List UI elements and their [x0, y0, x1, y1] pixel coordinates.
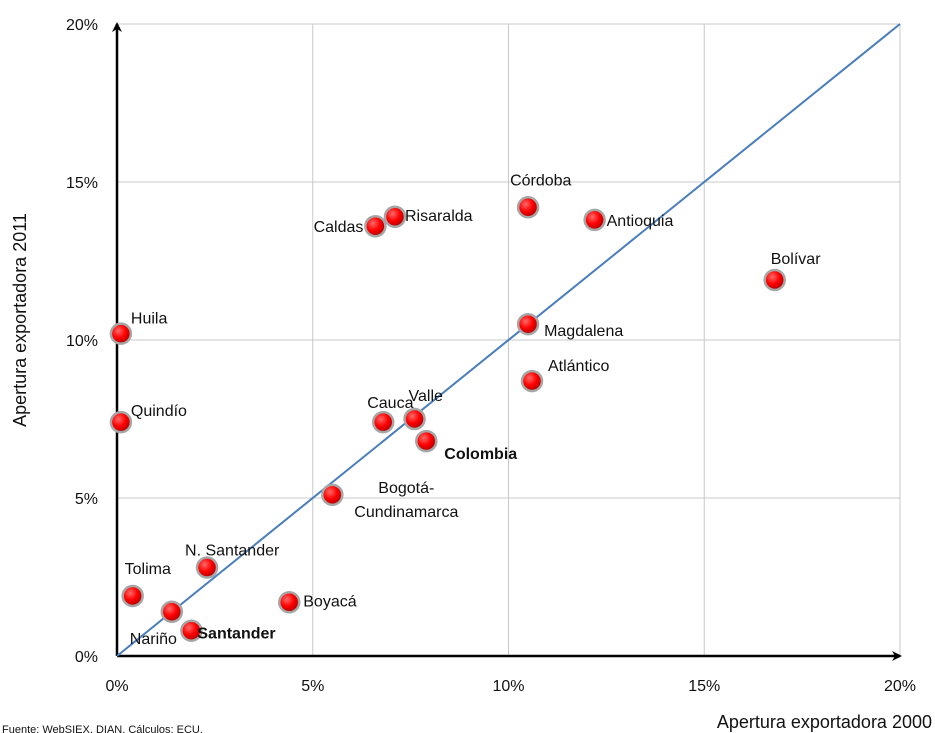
point-label: N. Santander	[185, 543, 280, 560]
data-point	[278, 591, 301, 614]
y-tick-label: 0%	[75, 649, 98, 666]
x-tick-label: 15%	[688, 678, 720, 695]
data-points	[109, 196, 786, 642]
source-note: Fuente: WebSIEX, DIAN. Cálculos: ECU.	[2, 724, 203, 733]
point-label: Caldas	[314, 219, 364, 236]
data-point	[180, 619, 203, 642]
point-label: Antioquia	[607, 213, 674, 230]
x-tick-label: 0%	[105, 678, 128, 695]
data-point	[371, 410, 395, 434]
y-tick-label: 5%	[75, 491, 98, 508]
data-point	[160, 600, 184, 624]
point-label: Nariño	[130, 631, 177, 648]
point-label: Quindío	[131, 403, 187, 420]
data-point	[516, 196, 540, 219]
data-point	[403, 407, 426, 431]
point-label: Bogotá-Cundinamarca	[354, 480, 458, 521]
reference-line	[116, 23, 901, 657]
data-point	[321, 483, 344, 507]
point-label: Huila	[131, 311, 168, 328]
tick-labels: 0% 0% 5% 5% 10% 10% 15% 15% 20% 20%	[66, 17, 916, 695]
point-labels: Córdoba Antioquia Risaralda Caldas Bolívar Hu…	[125, 172, 822, 647]
reference-line-group	[116, 23, 901, 657]
x-axis-label: Apertura exportadora 2000	[717, 712, 932, 732]
data-point	[383, 205, 407, 229]
point-label: Santander	[197, 626, 275, 643]
x-tick-label: 10%	[492, 678, 524, 695]
y-tick-label: 10%	[66, 333, 98, 350]
data-point	[520, 369, 544, 393]
point-label: Tolima	[125, 561, 171, 578]
y-tick-label: 15%	[66, 175, 98, 192]
y-axis-label: Apertura exportadora 2011	[10, 213, 30, 427]
point-label: Atlántico	[548, 358, 609, 375]
point-label: Bolívar	[771, 251, 821, 268]
x-tick-label: 20%	[884, 678, 916, 695]
point-label: Cauca	[367, 395, 413, 412]
data-point	[109, 322, 133, 345]
x-tick-label: 5%	[301, 678, 324, 695]
point-label: Boyacá	[303, 593, 356, 610]
point-label: Valle	[409, 388, 443, 405]
data-point	[763, 268, 786, 292]
data-point	[516, 312, 540, 336]
point-label: Magdalena	[544, 323, 623, 340]
data-point	[109, 410, 133, 434]
point-label: Risaralda	[405, 208, 473, 225]
data-point	[415, 429, 438, 453]
y-tick-label: 20%	[66, 17, 98, 34]
data-point	[364, 214, 387, 238]
point-label: Colombia	[444, 446, 517, 463]
data-point	[121, 584, 144, 608]
data-point	[195, 556, 219, 579]
data-point	[583, 208, 606, 232]
point-label: Córdoba	[510, 172, 571, 189]
